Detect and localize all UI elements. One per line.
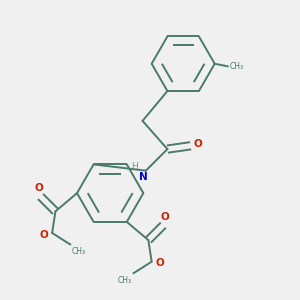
Text: O: O bbox=[156, 258, 164, 268]
Text: H: H bbox=[131, 162, 138, 171]
Text: N: N bbox=[139, 172, 148, 182]
Text: O: O bbox=[160, 212, 169, 222]
Text: CH₃: CH₃ bbox=[72, 247, 86, 256]
Text: CH₃: CH₃ bbox=[118, 276, 132, 285]
Text: O: O bbox=[194, 139, 203, 149]
Text: CH₃: CH₃ bbox=[230, 62, 244, 71]
Text: O: O bbox=[34, 183, 43, 193]
Text: O: O bbox=[39, 230, 48, 240]
